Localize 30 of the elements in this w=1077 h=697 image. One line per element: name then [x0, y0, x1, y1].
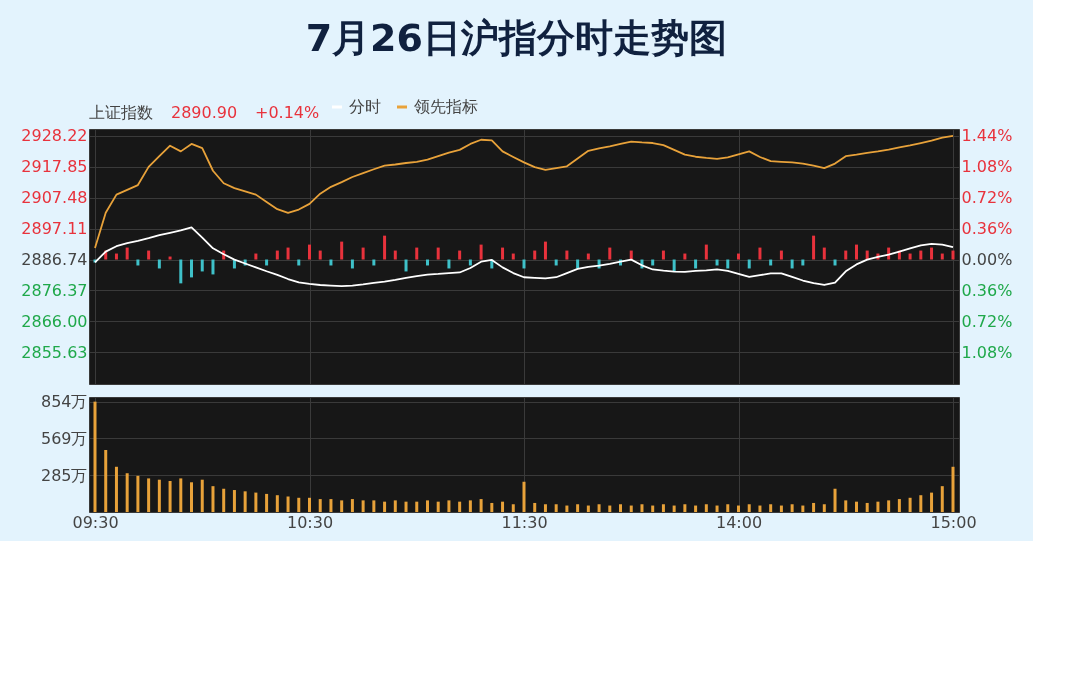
y-tick-label: 569万 [40, 428, 88, 448]
y2-tick-label: 0.72% [961, 312, 1013, 331]
legend-label: 分时 [349, 97, 381, 116]
legend-label: 领先指标 [414, 97, 478, 116]
y-tick-label: 2907.48 [21, 188, 88, 208]
y2-tick-label: 1.08% [961, 342, 1013, 362]
y-tick-label: 2928.22 [21, 126, 88, 146]
y-tick-label: 285万 [40, 465, 88, 485]
y-tick-label: 2917.85 [21, 157, 88, 177]
x-tick-label: 11:30 [501, 512, 548, 532]
y2-tick-label: 1.44% [961, 126, 1013, 146]
y2-tick-label: 0.36% [961, 281, 1013, 301]
y2-tick-label: 0.00% [961, 250, 1013, 270]
y2-tick-label: 1.08% [961, 157, 1013, 177]
y2-tick-label: 0.36% [961, 219, 1013, 239]
text: 2890.90 [171, 103, 238, 122]
x-tick-label: 14:00 [715, 512, 763, 532]
x-tick-label: 15:00 [930, 512, 977, 532]
chart-title: 7月26日沪指分时走势图 [305, 15, 727, 60]
y-tick-label: 2886.74 [21, 250, 88, 270]
y-tick-label: 854万 [40, 392, 88, 412]
x-tick-label: 10:30 [286, 512, 334, 532]
y-tick-label: 2855.63 [21, 342, 88, 362]
text: +0.14% [255, 103, 320, 122]
y-tick-label: 2876.37 [21, 280, 88, 300]
x-tick-label: 09:30 [72, 512, 119, 532]
y2-tick-label: 0.72% [961, 188, 1013, 208]
y-tick-label: 2866.00 [21, 311, 88, 331]
text: 上证指数 [89, 103, 153, 122]
y-tick-label: 2897.11 [21, 219, 88, 239]
